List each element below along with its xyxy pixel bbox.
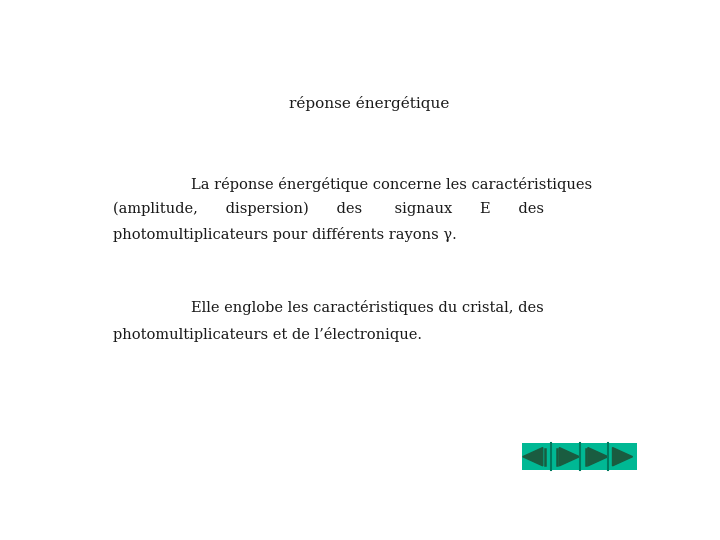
Text: La réponse énergétique concerne les caractéristiques: La réponse énergétique concerne les cara… — [191, 177, 592, 192]
Polygon shape — [523, 448, 543, 466]
Text: Elle englobe les caractéristiques du cristal, des: Elle englobe les caractéristiques du cri… — [191, 300, 544, 315]
Text: réponse énergétique: réponse énergétique — [289, 96, 449, 111]
Polygon shape — [559, 448, 580, 466]
Text: photomultiplicateurs et de l’électronique.: photomultiplicateurs et de l’électroniqu… — [114, 327, 423, 342]
Bar — [523, 443, 637, 470]
Polygon shape — [613, 448, 633, 466]
Text: photomultiplicateurs pour différents rayons γ.: photomultiplicateurs pour différents ray… — [114, 227, 457, 241]
Text: (amplitude,      dispersion)      des       signaux      E      des: (amplitude, dispersion) des signaux E de… — [114, 202, 544, 217]
Polygon shape — [588, 448, 608, 466]
